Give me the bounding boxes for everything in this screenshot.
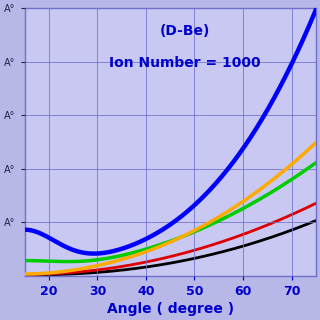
Text: (D-Be): (D-Be) — [160, 24, 210, 38]
Text: Ion Number = 1000: Ion Number = 1000 — [109, 56, 260, 70]
X-axis label: Angle ( degree ): Angle ( degree ) — [107, 302, 234, 316]
